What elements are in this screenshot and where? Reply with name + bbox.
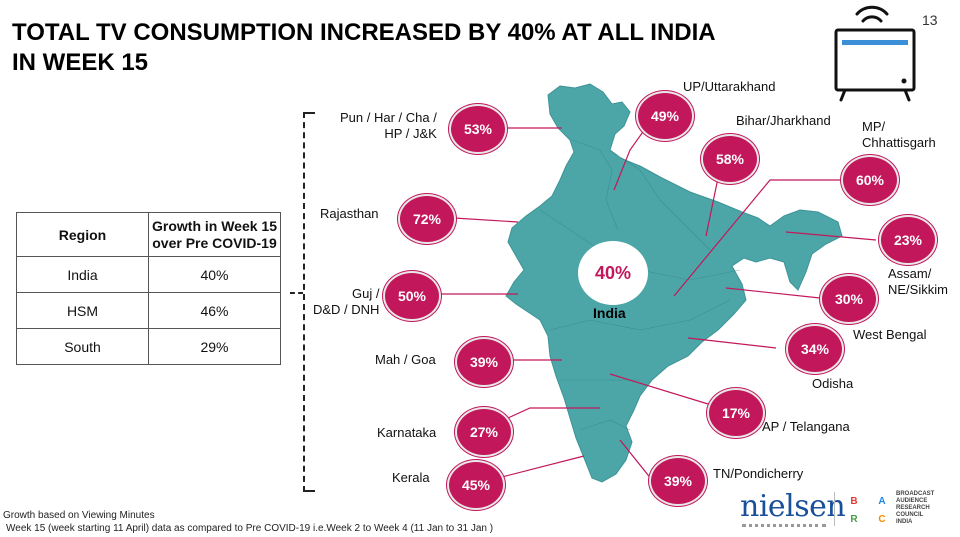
region-label-line: Chhattisgarh: [862, 135, 936, 150]
barc-logo-text: BROADCAST AUDIENCE RESEARCH COUNCIL INDI…: [896, 491, 934, 526]
barc-spacer: [861, 510, 875, 528]
title-line-2: IN WEEK 15: [12, 49, 149, 76]
row-growth: 29%: [148, 328, 281, 365]
logo-divider: [834, 492, 835, 526]
india-total-value: 40%: [578, 241, 648, 305]
region-label-odisha: Odisha: [812, 376, 854, 391]
row-region: HSM: [16, 292, 149, 329]
region-label-kerala: Kerala: [392, 470, 430, 485]
region-label-guj: Guj / D&D / DNH: [313, 286, 379, 318]
region-label-west-bengal: West Bengal: [853, 327, 927, 342]
barc-spacer: [861, 492, 875, 510]
value-bubble-up: 49%: [636, 91, 694, 141]
region-label-rajasthan: Rajasthan: [320, 206, 379, 221]
bracket-tick: [290, 292, 303, 294]
value-bubble-kerala: 45%: [447, 460, 505, 510]
region-label-karnataka: Karnataka: [377, 425, 437, 440]
barc-text-line: BROADCAST: [896, 491, 935, 497]
region-label-mah-goa: Mah / Goa: [375, 352, 436, 367]
value-bubble-pun-har: 53%: [449, 104, 507, 154]
footnote-2: Week 15 (week starting 11 April) data as…: [6, 523, 494, 534]
value-bubble-guj: 50%: [383, 271, 441, 321]
title-line-1: TOTAL TV CONSUMPTION INCREASED BY 40% AT…: [12, 19, 716, 46]
nielsen-logo-dots: [742, 524, 826, 528]
region-label-line: NE/Sikkim: [888, 282, 948, 297]
page-title: TOTAL TV CONSUMPTION INCREASED BY 40% AT…: [12, 18, 812, 78]
table-row: South 29%: [16, 328, 281, 365]
region-label-tn: TN/Pondicherry: [713, 466, 804, 481]
india-landmass: [505, 83, 843, 483]
barc-text-line: AUDIENCE: [896, 498, 928, 504]
value-bubble-mah-goa: 39%: [455, 337, 513, 387]
header-growth-line2: over Pre COVID-19: [152, 234, 277, 251]
value-bubble-rajasthan: 72%: [398, 194, 456, 244]
footnote-1: Growth based on Viewing Minutes: [3, 510, 155, 521]
value-bubble-west-bengal: 30%: [820, 274, 878, 324]
region-label-pun-har: Pun / Har / Cha / HP / J&K: [340, 110, 437, 142]
value-bubble-tn: 39%: [649, 456, 707, 506]
row-growth: 40%: [148, 256, 281, 293]
region-label-line: D&D / DNH: [313, 302, 380, 317]
region-label-bihar: Bihar/Jharkhand: [736, 113, 831, 128]
value-bubble-bihar: 58%: [701, 134, 759, 184]
india-label: India: [593, 305, 626, 321]
bracket-divider: [303, 112, 315, 492]
value-bubble-odisha: 34%: [786, 324, 844, 374]
barc-letter: B: [850, 495, 858, 507]
page-number: 13: [922, 12, 938, 28]
value-bubble-karnataka: 27%: [455, 407, 513, 457]
barc-letter: C: [878, 513, 886, 525]
header-growth-line1: Growth in Week 15: [152, 217, 277, 234]
region-label-line: Guj /: [351, 286, 380, 301]
row-region: South: [16, 328, 149, 365]
header-region: Region: [16, 212, 149, 257]
region-label-assam: Assam/ NE/Sikkim: [888, 266, 948, 298]
barc-letter: R: [850, 513, 858, 525]
table-row: India 40%: [16, 256, 281, 293]
value-bubble-ap-telangana: 17%: [707, 388, 765, 438]
region-label-line: Assam/: [888, 266, 932, 281]
barc-letter: A: [878, 495, 886, 507]
region-label-mp: MP/ Chhattisgarh: [862, 119, 936, 151]
barc-logo: B A R C: [847, 492, 889, 528]
table-row: HSM 46%: [16, 292, 281, 329]
growth-table: Region Growth in Week 15 over Pre COVID-…: [16, 212, 281, 365]
region-label-up: UP/Uttarakhand: [683, 79, 776, 94]
barc-text-line: COUNCIL: [896, 512, 924, 518]
barc-text-line: RESEARCH: [896, 505, 930, 511]
india-islands: [788, 236, 808, 256]
barc-text-line: INDIA: [896, 519, 913, 525]
region-label-line: MP/: [862, 119, 886, 134]
region-label-line: Pun / Har / Cha /: [340, 110, 437, 125]
value-bubble-mp: 60%: [841, 155, 899, 205]
nielsen-logo: nielsen: [740, 489, 846, 524]
region-label-ap-telangana: AP / Telangana: [762, 419, 850, 434]
row-region: India: [16, 256, 149, 293]
value-bubble-assam: 23%: [879, 215, 937, 265]
region-label-line: HP / J&K: [384, 126, 437, 141]
